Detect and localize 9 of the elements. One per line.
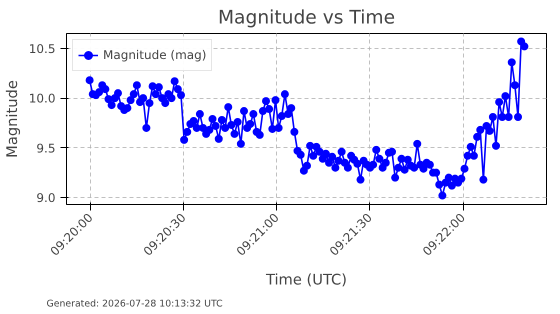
text: Generated: 2026-07-28 10:13:32 UTC — [46, 298, 223, 310]
y-axis-title: Magnitude — [4, 80, 21, 158]
y-tick-label: 9.5 — [36, 141, 56, 156]
legend-label: Magnitude (mag) — [103, 48, 206, 62]
x-axis-title: Time (UTC) — [264, 272, 348, 289]
y-tick-label: 9.0 — [36, 191, 56, 206]
y-tick-label: 10.0 — [28, 92, 56, 106]
y-tick-label: 10.5 — [28, 42, 56, 56]
chart-title: Magnitude vs Time — [218, 8, 396, 28]
